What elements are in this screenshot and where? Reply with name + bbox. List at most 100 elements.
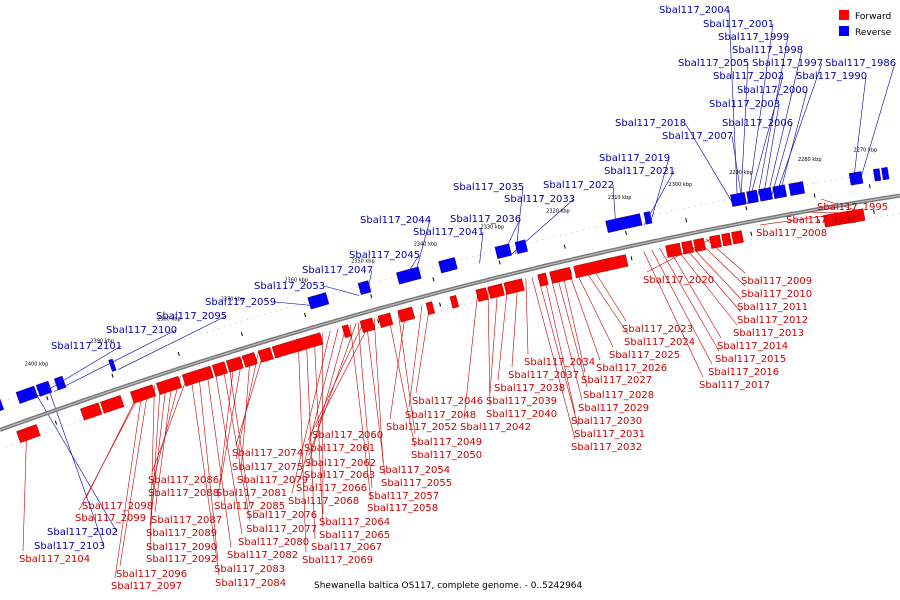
forward-connector xyxy=(235,351,259,460)
reverse-gene-label: Sbal117_1999 xyxy=(718,32,789,43)
forward-gene xyxy=(709,234,722,249)
forward-gene xyxy=(665,242,683,258)
forward-gene-label: Sbal117_2088 xyxy=(148,488,219,499)
reverse-gene-label: Sbal117_2044 xyxy=(360,215,431,226)
forward-gene-label: Sbal117_2087 xyxy=(151,515,222,526)
forward-connector xyxy=(525,278,529,355)
forward-connector xyxy=(349,324,372,501)
reverse-gene-label: Sbal117_2059 xyxy=(205,297,276,308)
forward-gene-label: Sbal117_2016 xyxy=(708,367,779,378)
forward-gene-label: Sbal117_2062 xyxy=(305,458,376,469)
reverse-gene-label: Sbal117_2045 xyxy=(349,250,420,261)
reverse-gene-label: Sbal117_2101 xyxy=(51,341,122,352)
tick-label: 2280 kbp xyxy=(798,157,822,163)
forward-gene-label: Sbal117_2076 xyxy=(246,510,317,521)
reverse-connector xyxy=(323,285,360,296)
legend-reverse-label: Reverse xyxy=(855,28,892,38)
forward-gene-label: Sbal117_2082 xyxy=(227,550,298,561)
forward-gene-label: Sbal117_2028 xyxy=(583,390,654,401)
tick-label: 2340 kbp xyxy=(414,242,438,248)
reverse-gene xyxy=(873,168,882,182)
forward-connector xyxy=(463,290,479,420)
reverse-gene xyxy=(730,192,747,207)
forward-connector xyxy=(549,272,583,401)
tick-mark-lower xyxy=(873,209,875,214)
reverse-gene xyxy=(772,184,787,199)
forward-gene-label: Sbal117_2011 xyxy=(737,302,808,313)
forward-gene-label: Sbal117_2054 xyxy=(379,465,450,476)
forward-connector xyxy=(308,323,357,456)
tick-label: 2300 kbp xyxy=(669,182,693,188)
forward-connector xyxy=(573,267,614,348)
reverse-connector xyxy=(684,122,735,207)
forward-connector xyxy=(321,332,324,515)
tick-label: 2270 kbp xyxy=(854,148,878,154)
forward-connector xyxy=(567,268,601,361)
forward-connector xyxy=(651,249,713,365)
forward-gene-label: Sbal117_2012 xyxy=(737,315,808,326)
reverse-gene xyxy=(108,358,117,372)
reverse-gene-label: Sbal117_2102 xyxy=(47,527,118,538)
forward-gene-label: Sbal117_2061 xyxy=(304,443,375,454)
genome-backbone-highlight xyxy=(0,195,900,431)
tick-label: 2360 kbp xyxy=(284,278,308,284)
forward-gene-label: Sbal117_2086 xyxy=(148,475,219,486)
forward-connector xyxy=(397,311,416,435)
tick-label: 2400 kbp xyxy=(25,361,49,367)
forward-gene-label: Sbal117_2096 xyxy=(116,569,187,580)
forward-connector xyxy=(561,269,586,373)
forward-gene xyxy=(573,258,609,279)
reverse-gene-label: Sbal117_1990 xyxy=(796,71,867,82)
reverse-gene-label: Sbal117_2047 xyxy=(302,265,373,276)
forward-connector xyxy=(190,373,220,576)
reverse-gene-label: Sbal117_2007 xyxy=(662,131,733,142)
forward-gene xyxy=(181,365,214,387)
forward-gene-label: Sbal117_2049 xyxy=(411,437,482,448)
tick-mark-lower xyxy=(630,256,633,261)
forward-connector xyxy=(119,386,149,567)
forward-gene-label: Sbal117_2008 xyxy=(756,228,827,239)
forward-connector xyxy=(198,370,219,562)
forward-gene-label: Sbal117_2079 xyxy=(237,475,308,486)
tick-mark xyxy=(685,218,688,223)
reverse-connector xyxy=(762,103,780,202)
forward-connector xyxy=(543,274,576,414)
reverse-gene xyxy=(15,385,39,404)
forward-gene-label: Sbal117_2069 xyxy=(302,555,373,566)
forward-gene xyxy=(537,272,549,287)
forward-connector xyxy=(497,282,509,381)
forward-connector xyxy=(78,388,143,511)
forward-gene-label: Sbal117_1995 xyxy=(817,202,888,213)
reverse-gene-label: Sbal117_2033 xyxy=(504,194,575,205)
forward-connector xyxy=(154,379,173,513)
reverse-gene xyxy=(643,211,653,225)
forward-gene-label: Sbal117_2038 xyxy=(494,383,565,394)
forward-gene xyxy=(377,312,394,328)
tick-mark xyxy=(813,193,816,198)
reverse-gene xyxy=(788,181,805,196)
forward-gene-label: Sbal117_2063 xyxy=(304,470,375,481)
forward-gene-label: Sbal117_2085 xyxy=(214,501,285,512)
reverse-gene-label: Sbal117_1997 xyxy=(752,58,823,69)
forward-gene xyxy=(100,395,125,414)
forward-gene-label: Sbal117_2031 xyxy=(574,429,645,440)
forward-connector xyxy=(149,384,155,552)
gene-labels: Sbal117_2004 Sbal117_2001 Sbal117_1999 Sbal… xyxy=(19,5,896,592)
forward-gene xyxy=(425,301,436,315)
reverse-gene-label: Sbal117_2005 xyxy=(678,58,749,69)
forward-gene-label: Sbal117_2075 xyxy=(232,462,303,473)
forward-connector xyxy=(214,365,243,535)
forward-gene xyxy=(257,347,274,363)
forward-gene-label: Sbal117_2046 xyxy=(412,396,483,407)
tick-mark xyxy=(304,313,307,318)
legend-reverse-swatch xyxy=(839,26,849,36)
forward-gene xyxy=(487,283,505,299)
tick-mark xyxy=(370,294,373,299)
forward-gene-label: Sbal117_2104 xyxy=(19,554,90,565)
reverse-connector xyxy=(748,75,784,204)
reverse-gene-label: Sbal117_2019 xyxy=(599,153,670,164)
forward-gene xyxy=(156,376,182,395)
forward-connector xyxy=(114,388,143,579)
tick-label: 2370 kbp xyxy=(221,297,245,303)
forward-gene-label: Sbal117_2013 xyxy=(733,328,804,339)
